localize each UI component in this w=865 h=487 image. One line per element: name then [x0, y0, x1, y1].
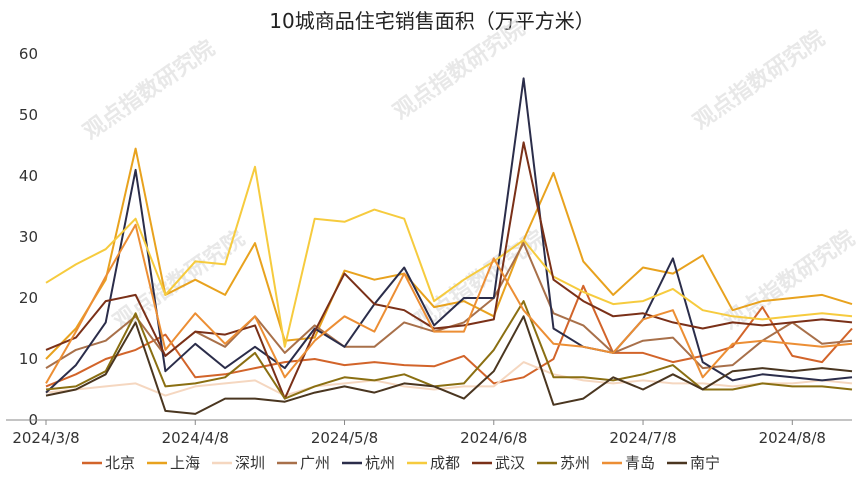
- legend-label: 北京: [105, 454, 135, 472]
- y-tick-label: 30: [19, 228, 38, 246]
- legend-label: 武汉: [495, 454, 525, 472]
- series-line: [45, 77, 853, 394]
- watermark-text: 观点指数研究院: [719, 225, 860, 335]
- x-axis: 2024/3/8 2024/4/8 2024/5/8 2024/6/8 2024/7/8…: [6, 419, 852, 447]
- y-tick-label: 20: [19, 289, 38, 307]
- y-tick-label: 40: [19, 167, 38, 185]
- x-tick-label: 2024/4/8: [162, 429, 229, 447]
- legend: 北京 上海 深圳 广州 杭州 成都 武汉 苏州 青岛 南宁: [82, 454, 720, 472]
- series-line: [45, 223, 853, 384]
- legend-label: 青岛: [625, 454, 655, 472]
- legend-label: 南宁: [690, 454, 720, 472]
- chart-title: 10城商品住宅销售面积（万平方米）: [269, 9, 594, 33]
- x-tick-label: 2024/7/8: [609, 429, 676, 447]
- x-tick-label: 2024/5/8: [311, 429, 378, 447]
- legend-label: 苏州: [560, 454, 590, 472]
- legend-label: 成都: [430, 454, 460, 472]
- watermark-text: 观点指数研究院: [689, 25, 830, 135]
- x-tick-label: 2024/3/8: [12, 429, 79, 447]
- series-line: [45, 361, 853, 397]
- y-tick-label: 60: [19, 45, 38, 63]
- series-line: [45, 147, 853, 360]
- series-line: [45, 315, 853, 415]
- legend-label: 上海: [170, 454, 200, 472]
- legend-label: 深圳: [235, 454, 265, 472]
- series-layer: [45, 77, 853, 415]
- y-tick-label: 10: [19, 350, 38, 368]
- legend-label: 广州: [300, 454, 330, 472]
- series-line: [45, 284, 853, 388]
- legend-label: 杭州: [365, 454, 395, 472]
- series-line: [45, 165, 853, 348]
- watermark-text: 观点指数研究院: [79, 35, 220, 145]
- y-tick-label: 50: [19, 106, 38, 124]
- x-tick-label: 2024/6/8: [460, 429, 527, 447]
- x-tick-label: 2024/8/8: [759, 429, 826, 447]
- series-line: [45, 141, 853, 400]
- series-line: [45, 300, 853, 400]
